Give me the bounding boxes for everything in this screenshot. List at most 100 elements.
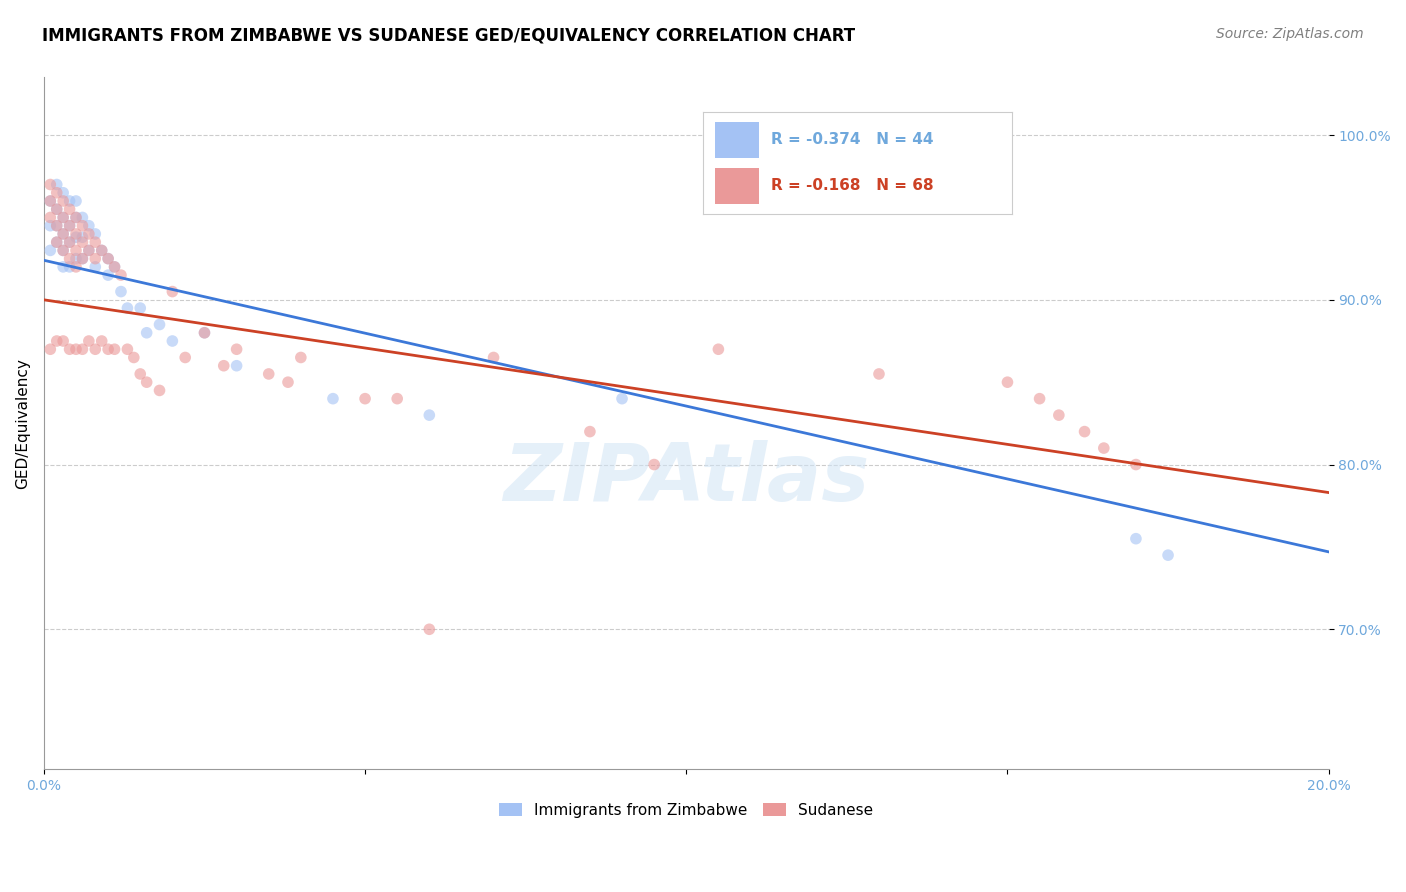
Point <box>1092 441 1115 455</box>
Point <box>212 359 235 373</box>
Point <box>45 235 67 249</box>
Point <box>52 211 75 225</box>
Point <box>643 458 665 472</box>
Point <box>90 244 112 258</box>
Point <box>1047 408 1070 422</box>
Point <box>52 244 75 258</box>
Point <box>65 244 87 258</box>
Text: IMMIGRANTS FROM ZIMBABWE VS SUDANESE GED/EQUIVALENCY CORRELATION CHART: IMMIGRANTS FROM ZIMBABWE VS SUDANESE GED… <box>42 27 855 45</box>
Point <box>1073 425 1095 439</box>
Point <box>52 211 75 225</box>
Point <box>45 235 67 249</box>
Point <box>39 244 62 258</box>
Point <box>129 367 152 381</box>
Point <box>39 194 62 208</box>
Point <box>72 235 94 249</box>
Point <box>117 343 139 357</box>
Point <box>162 285 184 299</box>
Point <box>997 375 1019 389</box>
Point <box>579 425 602 439</box>
Point <box>72 230 94 244</box>
Point <box>290 351 312 365</box>
Point <box>77 219 100 233</box>
Bar <box>716 168 759 204</box>
Point <box>162 334 184 348</box>
Point <box>103 260 125 274</box>
Point <box>65 194 87 208</box>
Point <box>148 318 170 332</box>
Point <box>39 178 62 192</box>
Point <box>58 194 80 208</box>
Bar <box>716 122 759 158</box>
Point <box>65 260 87 274</box>
Point <box>322 392 344 406</box>
Point <box>1028 392 1050 406</box>
Point <box>193 326 215 340</box>
Point <box>65 211 87 225</box>
Point <box>225 343 247 357</box>
Point <box>45 219 67 233</box>
Point <box>129 301 152 315</box>
Legend: Immigrants from Zimbabwe, Sudanese: Immigrants from Zimbabwe, Sudanese <box>494 797 879 824</box>
Point <box>39 194 62 208</box>
Point <box>58 343 80 357</box>
Point <box>418 408 440 422</box>
Point <box>45 202 67 217</box>
Point <box>1125 532 1147 546</box>
Point <box>45 186 67 200</box>
Point <box>77 227 100 241</box>
Point <box>58 235 80 249</box>
Text: R = -0.168   N = 68: R = -0.168 N = 68 <box>770 178 934 194</box>
Point <box>707 343 730 357</box>
Point <box>58 219 80 233</box>
Point <box>52 334 75 348</box>
Point <box>39 211 62 225</box>
Point <box>65 227 87 241</box>
Point <box>387 392 409 406</box>
Point <box>277 375 299 389</box>
Point <box>1157 548 1180 562</box>
Point <box>65 211 87 225</box>
Point <box>1125 458 1147 472</box>
Point <box>110 285 132 299</box>
Point <box>58 219 80 233</box>
Point <box>84 252 107 266</box>
Point <box>135 375 157 389</box>
Point <box>418 622 440 636</box>
Point <box>97 252 120 266</box>
Point <box>103 343 125 357</box>
Point <box>77 244 100 258</box>
Point <box>45 202 67 217</box>
Point <box>174 351 197 365</box>
Point <box>72 211 94 225</box>
Text: R = -0.374   N = 44: R = -0.374 N = 44 <box>770 132 934 147</box>
Point <box>103 260 125 274</box>
Point <box>58 235 80 249</box>
Point <box>58 260 80 274</box>
Point <box>52 227 75 241</box>
Point <box>52 244 75 258</box>
Point <box>610 392 633 406</box>
Point <box>148 384 170 398</box>
Point <box>65 343 87 357</box>
Point <box>257 367 280 381</box>
Text: ZIPAtlas: ZIPAtlas <box>503 440 869 517</box>
Point <box>97 268 120 282</box>
Point <box>39 343 62 357</box>
Point <box>52 227 75 241</box>
Point <box>117 301 139 315</box>
Point <box>354 392 377 406</box>
Point <box>84 343 107 357</box>
Y-axis label: GED/Equivalency: GED/Equivalency <box>15 358 30 489</box>
Point <box>868 367 890 381</box>
Point <box>193 326 215 340</box>
Point <box>45 334 67 348</box>
Point <box>45 219 67 233</box>
Point <box>72 252 94 266</box>
Point <box>65 230 87 244</box>
Point <box>84 227 107 241</box>
Point <box>72 343 94 357</box>
Point <box>77 334 100 348</box>
Point <box>52 186 75 200</box>
Point <box>122 351 145 365</box>
